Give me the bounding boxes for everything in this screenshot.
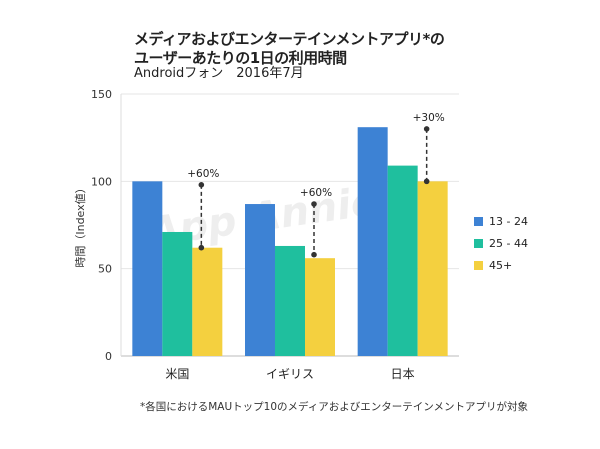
annotation-label: +60%	[300, 187, 332, 199]
bar	[357, 127, 388, 356]
legend-swatch	[474, 260, 483, 270]
legend-swatch	[474, 216, 483, 226]
annotation-dot	[198, 244, 205, 251]
annotation-dot	[423, 126, 430, 132]
bar	[417, 181, 448, 356]
legend-label: 45+	[489, 258, 513, 272]
bar	[245, 204, 275, 356]
chart-subtitle: Androidフォン 2016年7月	[134, 66, 304, 81]
y-axis-label: 時間（Index値）	[74, 182, 87, 267]
x-tick-label: イギリス	[266, 367, 314, 381]
legend-label: 13 - 24	[489, 214, 528, 228]
legend: 13 - 24 25 - 44 45+	[474, 210, 528, 276]
bar	[132, 181, 163, 356]
annotation-label: +30%	[413, 112, 445, 124]
y-tick-label: 150	[91, 88, 112, 101]
y-tick-label: 0	[105, 350, 112, 363]
legend-item: 45+	[474, 254, 528, 276]
y-tick-label: 50	[98, 263, 112, 276]
chart-title: メディアおよびエンターテインメントアプリ*の ユーザーあたりの1日の利用時間	[134, 30, 445, 68]
annotation-dot	[311, 201, 317, 207]
legend-item: 25 - 44	[474, 232, 528, 254]
legend-item: 13 - 24	[474, 210, 528, 232]
chart-title-line1: メディアおよびエンターテインメントアプリ*の	[134, 30, 445, 48]
x-tick-label: 日本	[391, 367, 415, 381]
bar	[162, 231, 193, 356]
y-tick-label: 100	[91, 175, 112, 188]
bar	[275, 245, 305, 356]
annotation-label: +60%	[187, 168, 219, 180]
x-tick-label: 米国	[165, 367, 189, 381]
legend-swatch	[474, 238, 483, 248]
footnote: *各国におけるMAUトップ10のメディアおよびエンターテインメントアプリが対象	[140, 401, 528, 413]
bar	[387, 165, 418, 356]
legend-label: 25 - 44	[489, 236, 528, 250]
annotation-dot	[198, 182, 205, 188]
bar	[305, 258, 335, 356]
annotation-dot	[423, 178, 430, 185]
chart-title-line2: ユーザーあたりの1日の利用時間	[134, 49, 347, 67]
bar	[192, 247, 223, 356]
annotation-dot	[311, 251, 317, 258]
